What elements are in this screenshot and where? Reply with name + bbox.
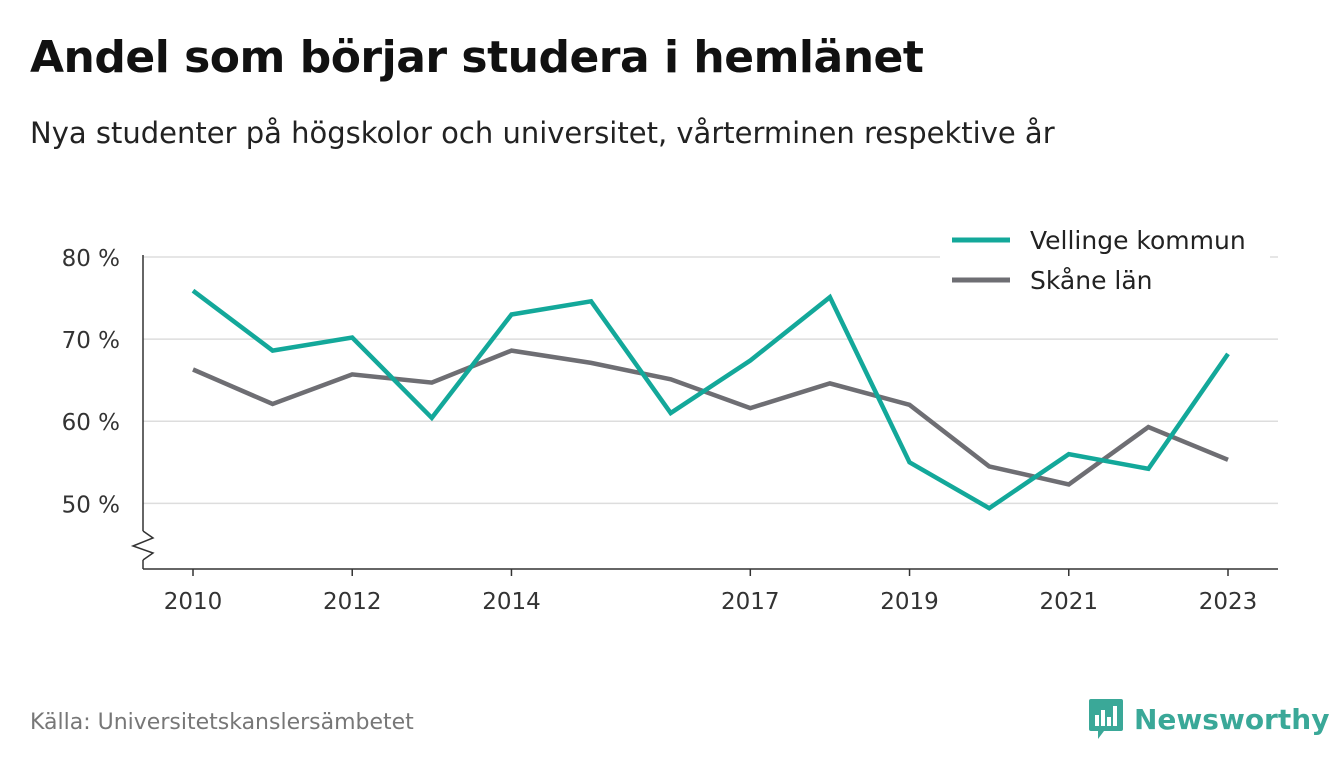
x-tick-label: 2021 — [1039, 589, 1098, 615]
brand-name: Newsworthy — [1134, 702, 1330, 736]
series-layer — [191, 288, 1230, 511]
x-tick-label: 2019 — [880, 589, 939, 615]
x-tick-label: 2012 — [323, 589, 382, 615]
series-line-vellinge-kommun — [191, 288, 1230, 511]
x-tick-label: 2010 — [164, 589, 223, 615]
chart-bubble-icon — [1089, 699, 1123, 739]
y-tick-label: 50 % — [62, 492, 120, 518]
x-tick-label: 2014 — [482, 589, 541, 615]
legend-background — [940, 222, 1270, 302]
legend-label: Vellinge kommun — [1030, 226, 1246, 255]
y-tick-label: 70 % — [62, 328, 120, 354]
chart-subtitle: Nya studenter på högskolor och universit… — [30, 116, 1055, 150]
legend: Vellinge kommun Skåne län — [940, 222, 1270, 302]
chart-title: Andel som börjar studera i hemlänet — [30, 32, 924, 83]
y-tick-label: 60 % — [62, 410, 120, 436]
series-line-skåne-län — [192, 348, 1229, 487]
x-tick-label: 2017 — [721, 589, 780, 615]
y-tick-label: 80 % — [62, 246, 120, 272]
brand-logo: Newsworthy — [1088, 696, 1329, 742]
x-tick-label: 2023 — [1199, 589, 1258, 615]
axis-break-mark — [130, 530, 155, 561]
source-note: Källa: Universitetskanslersämbetet — [30, 710, 414, 735]
legend-label: Skåne län — [1030, 266, 1153, 295]
axis-layer: 80 % 70 % 60 % 50 % 2010 2012 2014 2017 2019 2021… — [62, 246, 1278, 615]
